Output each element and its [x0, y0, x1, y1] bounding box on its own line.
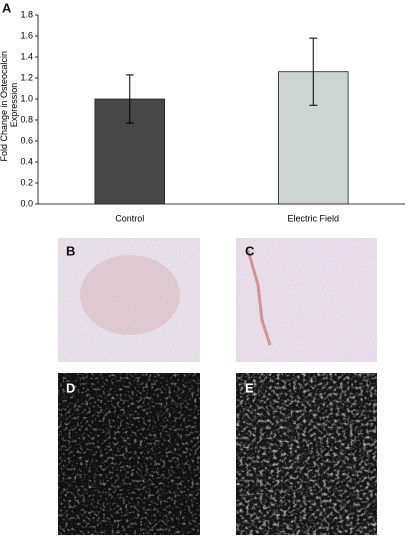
- panel-label: D: [66, 380, 75, 395]
- panel-label: B: [66, 243, 75, 258]
- micrograph-b: [58, 238, 200, 362]
- image-texture: [58, 238, 200, 362]
- error-bar: [125, 74, 134, 124]
- y-tick-label: 1.6: [20, 30, 33, 40]
- y-tick-label: 1.0: [20, 93, 33, 103]
- y-tick-label: 0.4: [20, 156, 33, 166]
- y-axis-label: Fold Change in Osteocalcin Expression: [0, 48, 19, 161]
- image-texture: [236, 373, 377, 535]
- panel-label: A: [2, 0, 12, 15]
- micrograph-c: [236, 238, 377, 362]
- y-tick-label: 1.4: [20, 51, 33, 61]
- y-tick-label: 0.6: [20, 135, 33, 145]
- micrograph-d: [58, 373, 200, 535]
- panel-label: E: [245, 380, 254, 395]
- micrograph-e: [236, 373, 377, 535]
- y-tick-label: 0.0: [20, 198, 33, 208]
- y-tick-label: 1.2: [20, 72, 33, 82]
- y-tick-label: 0.8: [20, 114, 33, 124]
- stain-region: [80, 255, 180, 335]
- plot: 0.0 0.2 0.4 0.6 0.8 1.0 1.2 1.4 1.6 1.8 Control Ele…: [20, 9, 405, 223]
- stain-streak: [246, 249, 272, 346]
- image-texture: [58, 373, 200, 535]
- panel-label: C: [245, 243, 255, 258]
- y-axis-label-line: Fold Change in Osteocalcin: [0, 51, 9, 162]
- y-tick-label: 0.2: [20, 177, 33, 187]
- x-tick-label: Electric Field: [287, 213, 339, 223]
- x-tick-label: Control: [115, 213, 144, 223]
- y-tick-label: 1.8: [20, 9, 33, 19]
- error-bar: [309, 37, 318, 106]
- y-axis-label-line: Expression: [9, 83, 19, 128]
- image-texture: [236, 238, 377, 362]
